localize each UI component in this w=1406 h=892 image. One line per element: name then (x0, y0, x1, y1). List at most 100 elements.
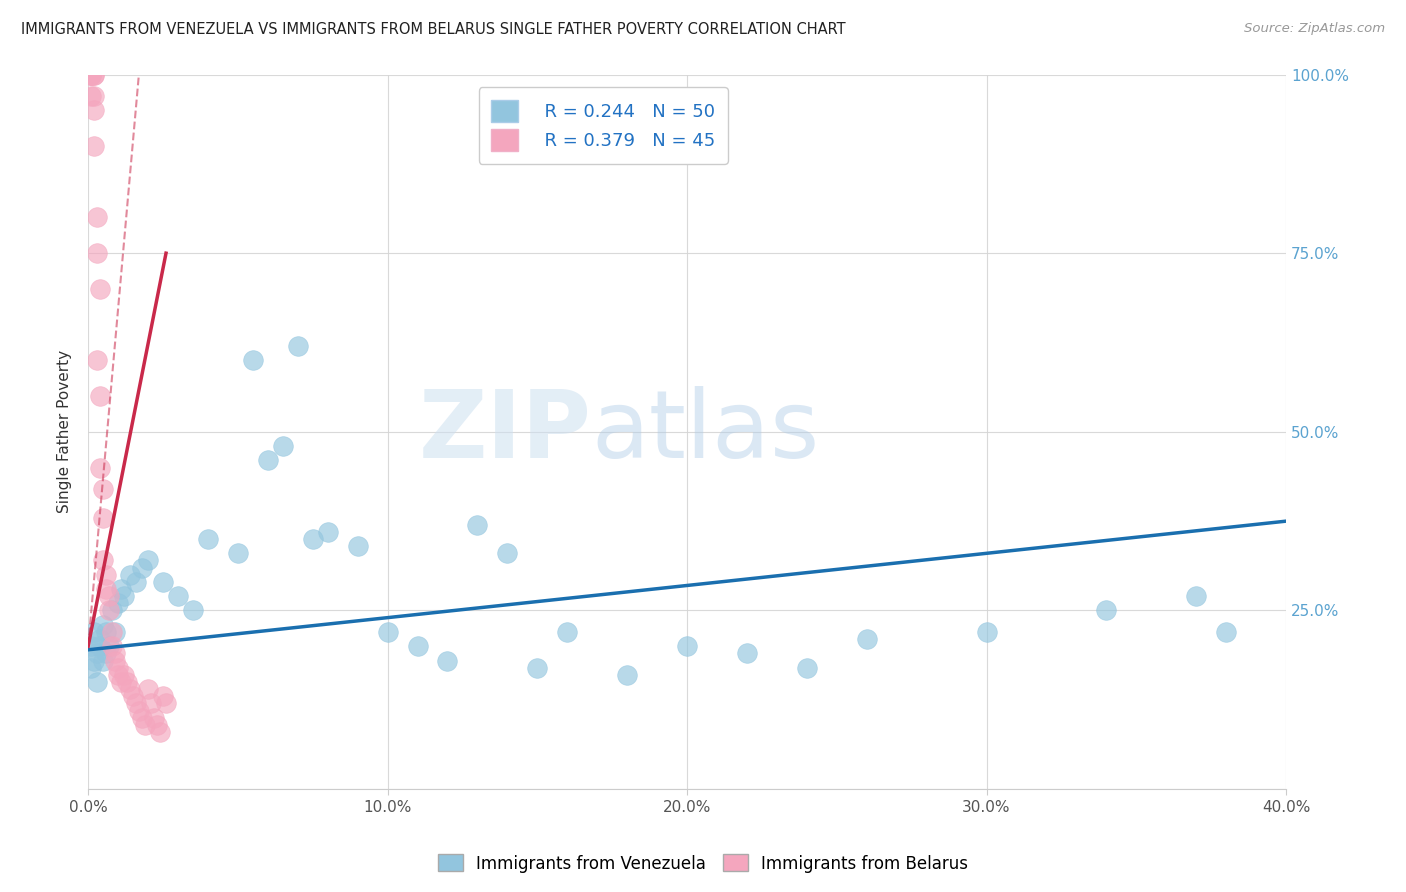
Legend:   R = 0.244   N = 50,   R = 0.379   N = 45: R = 0.244 N = 50, R = 0.379 N = 45 (478, 87, 728, 163)
Point (526, 660, 548, 674)
Point (112, 668, 135, 682)
Point (120, 567, 142, 582)
Point (301, 532, 323, 546)
Point (101, 639, 124, 653)
Point (143, 711, 166, 725)
Point (94, 582, 117, 596)
Point (122, 690, 145, 704)
Point (976, 624, 998, 639)
Legend: Immigrants from Venezuela, Immigrants from Belarus: Immigrants from Venezuela, Immigrants fr… (432, 847, 974, 880)
Point (80, 639, 103, 653)
Point (155, 697, 177, 711)
Point (83, 68, 105, 82)
Point (89, 282, 111, 296)
Point (107, 596, 129, 610)
Point (242, 353, 264, 368)
Point (89, 389, 111, 403)
Text: IMMIGRANTS FROM VENEZUELA VS IMMIGRANTS FROM BELARUS SINGLE FATHER POVERTY CORRE: IMMIGRANTS FROM VENEZUELA VS IMMIGRANTS … (21, 22, 846, 37)
Point (855, 632, 877, 646)
Point (616, 668, 638, 682)
Point (120, 682, 142, 697)
Point (101, 624, 124, 639)
Point (152, 574, 174, 589)
Point (86, 211, 108, 225)
Point (83, 653, 105, 667)
Point (83, 103, 105, 118)
Point (146, 718, 169, 732)
Point (197, 532, 219, 546)
Point (86, 246, 108, 260)
Point (91, 482, 114, 496)
Point (110, 675, 132, 690)
Point (139, 697, 162, 711)
Y-axis label: Single Father Poverty: Single Father Poverty (58, 351, 72, 514)
Point (104, 624, 127, 639)
Point (131, 560, 153, 574)
Point (377, 624, 399, 639)
Point (436, 653, 458, 667)
Point (104, 646, 127, 660)
Point (107, 668, 129, 682)
Point (98, 603, 121, 617)
Point (134, 718, 156, 732)
Point (287, 339, 309, 353)
Point (128, 704, 150, 718)
Point (152, 690, 174, 704)
Point (80, 68, 103, 82)
Point (181, 603, 204, 617)
Point (89, 632, 111, 646)
Point (91, 510, 114, 524)
Point (226, 546, 249, 560)
Point (271, 439, 294, 453)
Point (125, 697, 148, 711)
Point (1185, 589, 1208, 603)
Point (104, 653, 127, 667)
Point (101, 603, 124, 617)
Point (1215, 624, 1237, 639)
Point (83, 624, 105, 639)
Point (98, 639, 121, 653)
Point (136, 682, 159, 697)
Point (735, 646, 758, 660)
Point (316, 524, 339, 539)
Point (80, 68, 103, 82)
Point (89, 639, 111, 653)
Point (149, 725, 172, 739)
Point (80, 68, 103, 82)
Point (467, 517, 489, 532)
Point (496, 546, 519, 560)
Point (91, 617, 114, 632)
Point (796, 660, 818, 674)
Point (1095, 603, 1118, 617)
Point (80, 89, 103, 103)
Point (94, 646, 117, 660)
Point (91, 553, 114, 567)
Text: ZIP: ZIP (419, 386, 592, 478)
Point (89, 460, 111, 475)
Point (83, 89, 105, 103)
Point (167, 589, 190, 603)
Point (555, 624, 578, 639)
Point (406, 639, 429, 653)
Point (80, 660, 103, 674)
Point (83, 68, 105, 82)
Point (80, 68, 103, 82)
Point (86, 675, 108, 690)
Point (112, 589, 135, 603)
Point (94, 567, 117, 582)
Point (86, 646, 108, 660)
Point (94, 624, 117, 639)
Point (136, 553, 159, 567)
Point (91, 653, 114, 667)
Point (107, 660, 129, 674)
Text: atlas: atlas (592, 386, 820, 478)
Point (110, 582, 132, 596)
Point (256, 453, 278, 467)
Point (346, 539, 368, 553)
Point (98, 589, 121, 603)
Point (115, 675, 138, 690)
Text: Source: ZipAtlas.com: Source: ZipAtlas.com (1244, 22, 1385, 36)
Point (131, 711, 153, 725)
Point (125, 574, 148, 589)
Point (86, 353, 108, 368)
